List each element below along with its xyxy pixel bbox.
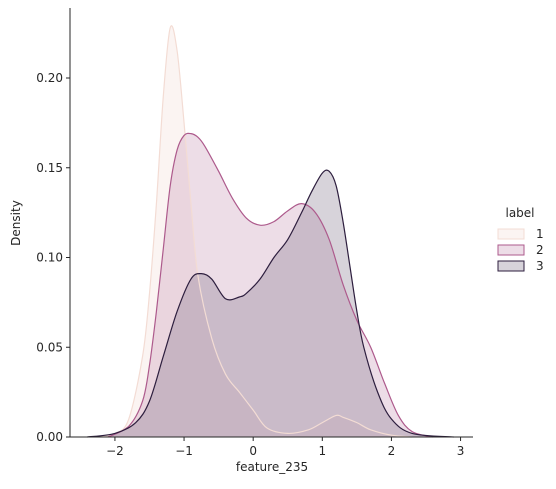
series-areas <box>87 25 454 437</box>
legend-title: label <box>505 206 534 220</box>
series-2-area <box>108 133 433 437</box>
legend-label-2: 2 <box>536 243 544 257</box>
x-tick-label: 3 <box>457 444 465 458</box>
legend-swatch-2 <box>497 244 525 256</box>
series-3-line <box>87 169 454 438</box>
y-axis-title: Density <box>9 200 23 246</box>
y-tick-label: 0.05 <box>36 340 63 354</box>
legend-label-3: 3 <box>536 259 544 273</box>
x-tick-label: −1 <box>175 444 193 458</box>
series-1-line <box>94 25 413 438</box>
x-tick-label: 2 <box>388 444 396 458</box>
x-axis-ticks: −2 −1 0 1 2 3 <box>106 437 464 458</box>
legend-swatch-1 <box>497 228 525 240</box>
series-3-area <box>87 170 454 437</box>
y-tick-label: 0.20 <box>36 71 63 85</box>
series-2-line <box>107 132 434 438</box>
x-tick-label: −2 <box>106 444 124 458</box>
y-tick-label: 0.00 <box>36 430 63 444</box>
series-lines <box>87 25 454 438</box>
legend: label 1 2 3 <box>497 206 544 273</box>
x-tick-label: 1 <box>318 444 326 458</box>
x-tick-label: 0 <box>249 444 257 458</box>
y-tick-label: 0.15 <box>36 161 63 175</box>
y-tick-label: 0.10 <box>36 251 63 265</box>
y-axis-ticks: 0.00 0.05 0.10 0.15 0.20 <box>36 71 70 444</box>
series-1-area <box>94 25 413 437</box>
legend-label-1: 1 <box>536 227 544 241</box>
legend-swatch-3 <box>497 260 525 272</box>
x-axis-title: feature_235 <box>236 460 308 474</box>
